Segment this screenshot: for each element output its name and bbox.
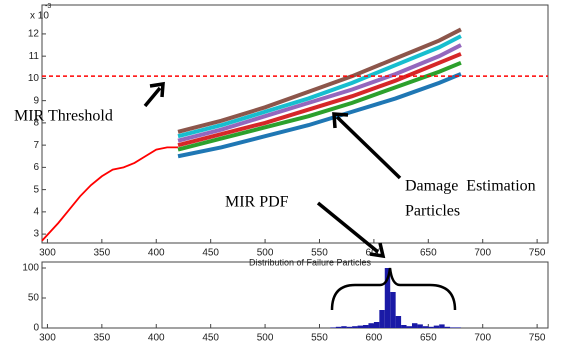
x-tick-label: 750 <box>529 333 546 344</box>
histogram-bar <box>422 326 429 328</box>
x-tick-label: 350 <box>94 333 111 344</box>
histogram-bar <box>390 292 396 328</box>
x-tick-label: 350 <box>94 248 111 259</box>
x-tick-label: 450 <box>202 248 219 259</box>
arrow <box>335 115 402 180</box>
annotation: MIR Threshold <box>14 108 113 125</box>
x-tick-label: 400 <box>148 333 165 344</box>
histogram-bar <box>330 327 336 328</box>
y-tick-label: 11 <box>29 51 40 62</box>
x-tick-label: 650 <box>420 248 437 259</box>
y-tick-label: 100 <box>22 263 39 274</box>
arrow-head <box>149 81 165 98</box>
x-tick-label: 500 <box>257 333 274 344</box>
x-tick-label: 600 <box>366 333 383 344</box>
histogram-bar <box>450 327 456 328</box>
annotation: Particles <box>405 203 460 220</box>
x-tick-label: 650 <box>420 333 437 344</box>
arrow-head <box>369 242 386 259</box>
x-tick-label: 400 <box>148 248 165 259</box>
histogram-bar <box>346 326 353 328</box>
x-tick-label: 700 <box>474 248 491 259</box>
arrow-head <box>332 112 349 129</box>
y-tick-label: 3 <box>33 229 39 240</box>
histogram-bar <box>357 325 364 328</box>
data-line <box>177 34 462 139</box>
x-tick-label: 300 <box>39 333 56 344</box>
data-line <box>177 27 462 134</box>
y-tick-label: 8 <box>33 118 39 129</box>
histogram-bar <box>417 324 423 328</box>
histogram-bar <box>363 325 369 328</box>
y-tick-label: 10 <box>28 73 40 84</box>
y-multiplier-exp: -3 <box>45 3 51 10</box>
y-tick-label: 0 <box>33 323 39 334</box>
histogram-bar <box>455 327 461 328</box>
histogram-bar <box>352 326 358 328</box>
arrows <box>143 81 402 259</box>
x-tick-label: 750 <box>529 248 546 259</box>
y-tick-label: 5 <box>33 184 39 195</box>
histogram-bar <box>373 322 380 328</box>
data-line <box>177 52 462 148</box>
data-line <box>177 60 462 152</box>
y-tick-label: 12 <box>28 29 40 40</box>
histogram-bar <box>433 325 440 328</box>
x-tick-label: 700 <box>474 333 491 344</box>
x-tick-label: 500 <box>257 248 274 259</box>
y-tick-label: 9 <box>33 95 39 106</box>
data-line <box>41 146 179 242</box>
x-tick-label: 450 <box>202 333 219 344</box>
y-multiplier: x 10 <box>30 11 49 22</box>
data-line <box>177 72 462 159</box>
annotation: MIR PDF <box>225 194 289 211</box>
histogram-bar <box>341 326 347 328</box>
histogram-bar <box>411 323 418 328</box>
x-tick-label: 550 <box>311 333 328 344</box>
y-tick-label: 50 <box>28 293 40 304</box>
histogram-bar <box>439 324 445 328</box>
histogram-bar <box>335 326 342 328</box>
top-plot-frame <box>41 4 549 244</box>
histogram-bar <box>428 326 434 328</box>
histogram-bar <box>395 316 402 328</box>
y-tick-label: 4 <box>33 207 39 218</box>
brace <box>330 267 457 311</box>
x-tick-label: 550 <box>311 248 328 259</box>
bottom-plot-frame <box>41 261 549 329</box>
arrow <box>316 201 380 254</box>
histogram-bar <box>379 310 385 328</box>
bottom-title: Distribution of Failure Particles <box>249 257 372 267</box>
annotation: Damage Estimation <box>405 178 536 195</box>
x-tick-label: 300 <box>39 248 56 259</box>
histogram-bar <box>406 326 412 328</box>
histogram-bar <box>368 323 374 328</box>
data-line <box>177 43 462 143</box>
arrow <box>143 86 162 108</box>
y-tick-label: 6 <box>33 162 39 173</box>
y-tick-label: 7 <box>33 140 39 151</box>
histogram-bar <box>384 268 391 328</box>
histogram-bar <box>444 326 451 328</box>
histogram-bar <box>401 325 407 328</box>
